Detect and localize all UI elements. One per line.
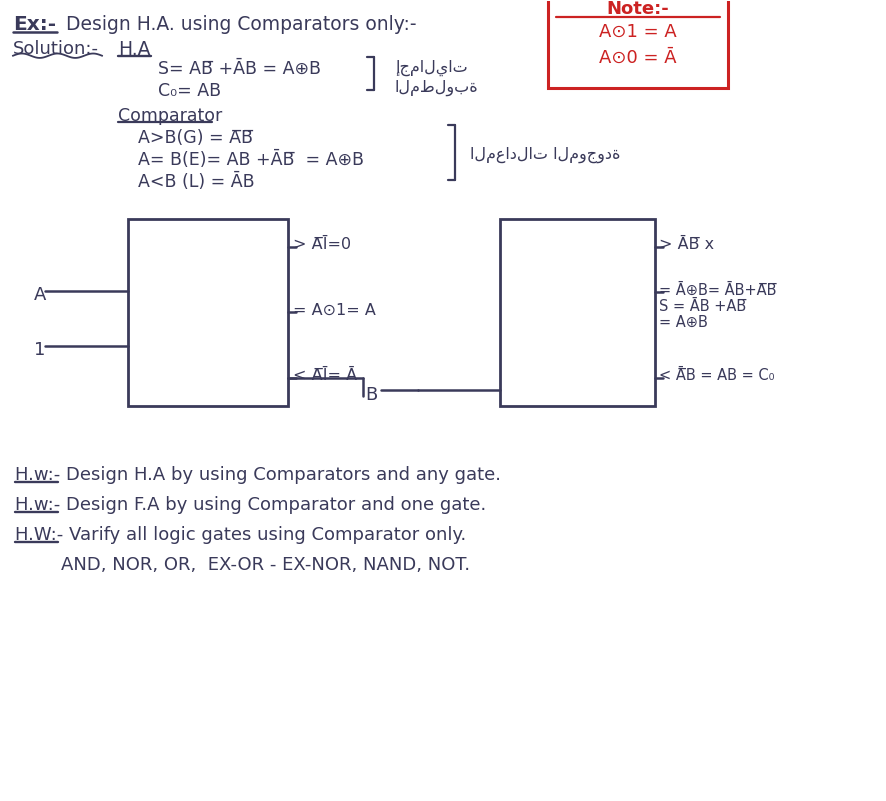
Text: H.W:- Varify all logic gates using Comparator only.: H.W:- Varify all logic gates using Compa… bbox=[15, 526, 466, 544]
Text: H.w:- Design H.A by using Comparators and any gate.: H.w:- Design H.A by using Comparators an… bbox=[15, 466, 501, 485]
Text: = A⊕B: = A⊕B bbox=[659, 315, 708, 329]
Text: المعادلات الموجودة: المعادلات الموجودة bbox=[470, 147, 620, 163]
Bar bbox=[128, 219, 288, 406]
Text: C₀= AB: C₀= AB bbox=[158, 82, 222, 99]
Bar bbox=[548, 0, 728, 87]
Text: > ĀB̅ x: > ĀB̅ x bbox=[659, 236, 714, 252]
Text: Note:-: Note:- bbox=[607, 0, 670, 18]
Text: A>B(G) = A̅B̅: A>B(G) = A̅B̅ bbox=[138, 129, 253, 147]
Bar bbox=[500, 219, 655, 406]
Text: AND, NOR, OR,  EX-OR - EX-NOR, NAND, NOT.: AND, NOR, OR, EX-OR - EX-NOR, NAND, NOT. bbox=[15, 556, 470, 574]
Text: A⊙0 = Ā: A⊙0 = Ā bbox=[599, 49, 677, 66]
Text: H.w:- Design F.A by using Comparator and one gate.: H.w:- Design F.A by using Comparator and… bbox=[15, 497, 486, 514]
Text: = Ā⊕B= ĀB+A̅B̅: = Ā⊕B= ĀB+A̅B̅ bbox=[659, 283, 776, 297]
Text: S = ĀB +AB̅: S = ĀB +AB̅ bbox=[659, 300, 746, 315]
Text: A<B (L) = ĀB: A<B (L) = ĀB bbox=[138, 172, 254, 191]
Text: = A⊙1= A: = A⊙1= A bbox=[293, 303, 376, 317]
Text: Comparator: Comparator bbox=[118, 107, 222, 125]
Text: A= B(E)= AB +ĀB̅  = A⊕B: A= B(E)= AB +ĀB̅ = A⊕B bbox=[138, 151, 364, 169]
Text: Ex:-: Ex:- bbox=[13, 14, 56, 34]
Text: H.A: H.A bbox=[118, 40, 151, 58]
Text: Solution:-: Solution:- bbox=[13, 40, 99, 58]
Text: A⊙1 = A: A⊙1 = A bbox=[599, 22, 677, 41]
Text: > A̅Ī=0: > A̅Ī=0 bbox=[293, 236, 351, 252]
Text: إجماليات: إجماليات bbox=[395, 60, 468, 76]
Text: B: B bbox=[365, 386, 377, 405]
Text: 1: 1 bbox=[34, 341, 45, 360]
Text: المطلوبة: المطلوبة bbox=[395, 79, 478, 96]
Text: < A̅Ī= Ā: < A̅Ī= Ā bbox=[293, 368, 357, 384]
Text: A: A bbox=[34, 287, 46, 304]
Text: Design H.A. using Comparators only:-: Design H.A. using Comparators only:- bbox=[60, 14, 416, 34]
Text: < Ā̅B = AB = C₀: < Ā̅B = AB = C₀ bbox=[659, 368, 774, 384]
Text: S= AB̅ +ĀB = A⊕B: S= AB̅ +ĀB = A⊕B bbox=[158, 60, 321, 78]
